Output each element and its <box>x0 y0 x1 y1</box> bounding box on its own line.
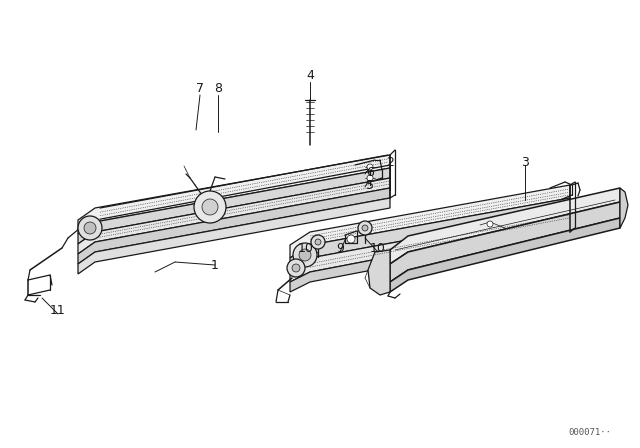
Text: 3: 3 <box>521 155 529 168</box>
Text: 6: 6 <box>366 165 374 178</box>
Circle shape <box>194 191 226 223</box>
Polygon shape <box>290 198 570 270</box>
Polygon shape <box>290 210 570 282</box>
Circle shape <box>347 235 355 243</box>
Text: 2: 2 <box>386 155 394 168</box>
Circle shape <box>362 225 368 231</box>
Text: 11: 11 <box>50 303 66 316</box>
Circle shape <box>358 221 372 235</box>
Polygon shape <box>78 198 390 274</box>
Circle shape <box>202 199 218 215</box>
Text: 7: 7 <box>196 82 204 95</box>
Circle shape <box>311 235 325 249</box>
Polygon shape <box>390 188 620 264</box>
Polygon shape <box>290 185 570 258</box>
Text: 1: 1 <box>211 258 219 271</box>
Polygon shape <box>78 178 390 254</box>
Circle shape <box>287 259 305 277</box>
Text: 8: 8 <box>214 82 222 95</box>
Text: 4: 4 <box>306 69 314 82</box>
Circle shape <box>293 243 317 267</box>
Text: 9: 9 <box>336 241 344 254</box>
Polygon shape <box>390 202 620 282</box>
Circle shape <box>367 175 373 181</box>
Circle shape <box>315 239 321 245</box>
Circle shape <box>367 164 373 170</box>
Polygon shape <box>620 188 628 228</box>
Polygon shape <box>290 222 570 292</box>
Polygon shape <box>390 218 620 292</box>
Text: 000071··: 000071·· <box>568 427 611 436</box>
Polygon shape <box>78 168 390 244</box>
Polygon shape <box>78 155 390 234</box>
Text: 10: 10 <box>370 241 386 254</box>
Circle shape <box>299 249 311 261</box>
Circle shape <box>292 264 300 272</box>
Polygon shape <box>78 188 390 264</box>
Circle shape <box>78 216 102 240</box>
Text: 5: 5 <box>366 178 374 191</box>
Circle shape <box>487 221 493 227</box>
Text: 10: 10 <box>298 241 314 254</box>
Polygon shape <box>368 250 390 295</box>
Circle shape <box>84 222 96 234</box>
